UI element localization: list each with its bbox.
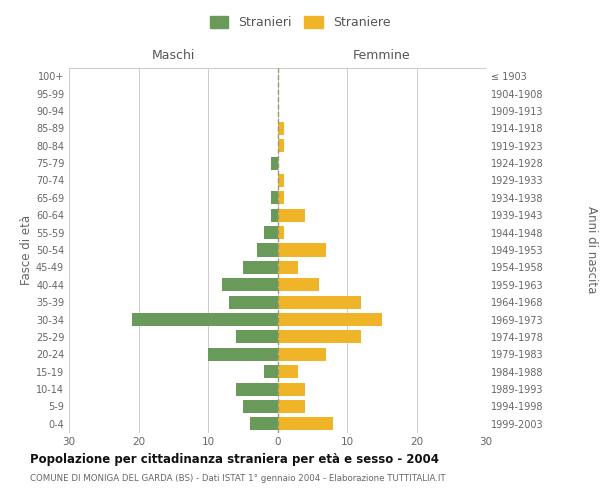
- Bar: [243, 261, 277, 274]
- Bar: [208, 348, 277, 361]
- Bar: [229, 296, 277, 308]
- Text: Maschi: Maschi: [152, 50, 195, 62]
- Bar: [277, 122, 284, 135]
- Bar: [277, 208, 305, 222]
- Bar: [277, 296, 361, 308]
- Y-axis label: Anni di nascita: Anni di nascita: [585, 206, 598, 294]
- Bar: [277, 226, 284, 239]
- Bar: [277, 139, 284, 152]
- Bar: [222, 278, 277, 291]
- Bar: [277, 261, 298, 274]
- Bar: [277, 418, 333, 430]
- Text: Femmine: Femmine: [353, 50, 410, 62]
- Text: Popolazione per cittadinanza straniera per età e sesso - 2004: Popolazione per cittadinanza straniera p…: [30, 452, 439, 466]
- Bar: [243, 400, 277, 413]
- Bar: [277, 382, 305, 396]
- Bar: [250, 418, 277, 430]
- Legend: Stranieri, Straniere: Stranieri, Straniere: [205, 11, 395, 34]
- Bar: [277, 278, 319, 291]
- Bar: [277, 313, 382, 326]
- Y-axis label: Fasce di età: Fasce di età: [20, 215, 33, 285]
- Bar: [263, 365, 277, 378]
- Bar: [277, 174, 284, 187]
- Bar: [271, 208, 277, 222]
- Bar: [263, 226, 277, 239]
- Bar: [271, 192, 277, 204]
- Bar: [277, 365, 298, 378]
- Bar: [236, 382, 277, 396]
- Bar: [277, 400, 305, 413]
- Bar: [277, 244, 326, 256]
- Bar: [277, 348, 326, 361]
- Bar: [271, 156, 277, 170]
- Bar: [277, 330, 361, 344]
- Bar: [131, 313, 277, 326]
- Text: COMUNE DI MONIGA DEL GARDA (BS) - Dati ISTAT 1° gennaio 2004 - Elaborazione TUTT: COMUNE DI MONIGA DEL GARDA (BS) - Dati I…: [30, 474, 446, 483]
- Bar: [277, 192, 284, 204]
- Bar: [236, 330, 277, 344]
- Bar: [257, 244, 277, 256]
